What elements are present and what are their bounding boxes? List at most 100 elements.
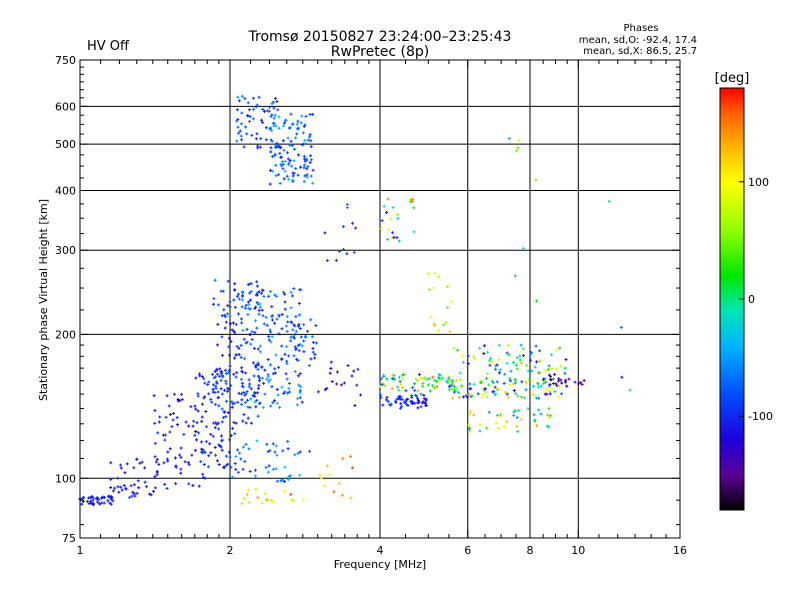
data-point xyxy=(220,439,224,443)
data-point xyxy=(271,121,275,125)
data-point xyxy=(224,320,228,324)
data-point xyxy=(280,312,284,316)
data-point xyxy=(452,384,456,388)
data-point xyxy=(253,319,257,323)
data-point xyxy=(288,126,292,130)
data-point xyxy=(498,368,502,372)
data-point xyxy=(493,393,497,397)
data-point xyxy=(125,462,129,466)
data-point xyxy=(268,448,272,452)
data-point xyxy=(492,390,496,394)
data-point xyxy=(288,158,292,162)
data-point xyxy=(281,163,285,167)
data-point xyxy=(236,95,240,99)
data-point xyxy=(342,381,346,385)
data-point xyxy=(263,368,267,372)
data-point xyxy=(270,305,274,309)
data-point xyxy=(238,451,242,455)
data-point xyxy=(466,393,470,397)
data-point xyxy=(550,387,554,391)
data-point xyxy=(401,373,405,377)
data-point xyxy=(89,501,93,505)
data-point xyxy=(555,367,559,371)
data-point xyxy=(311,350,315,354)
data-point xyxy=(267,464,271,468)
data-point xyxy=(203,451,207,455)
data-point xyxy=(392,378,396,382)
data-point xyxy=(253,330,257,334)
data-point xyxy=(582,379,586,383)
data-point xyxy=(277,332,281,336)
data-point xyxy=(221,416,225,420)
data-point xyxy=(427,288,431,292)
data-point xyxy=(82,495,86,499)
data-point xyxy=(255,495,259,499)
data-point xyxy=(228,455,232,459)
data-point xyxy=(460,354,464,358)
data-point xyxy=(261,289,265,293)
data-point xyxy=(302,180,306,184)
data-point xyxy=(135,457,139,461)
y-axis-label: Stationary phase Virtual Height [km] xyxy=(37,199,50,401)
data-point xyxy=(345,202,349,206)
data-point xyxy=(213,445,217,449)
data-point xyxy=(508,379,512,383)
data-point xyxy=(286,136,290,140)
data-point xyxy=(233,432,237,436)
data-point xyxy=(281,478,285,482)
data-point xyxy=(170,425,174,429)
data-point xyxy=(508,377,512,381)
data-point xyxy=(447,377,451,381)
data-point xyxy=(446,305,450,309)
data-point xyxy=(254,487,258,491)
data-point xyxy=(508,383,512,387)
data-point xyxy=(187,463,191,467)
data-point xyxy=(258,401,262,405)
data-point xyxy=(294,136,298,140)
data-point xyxy=(275,453,279,457)
data-point xyxy=(268,182,272,186)
data-point xyxy=(277,365,281,369)
data-point xyxy=(231,475,235,479)
data-point xyxy=(109,461,113,465)
data-point xyxy=(176,423,180,427)
data-point xyxy=(292,354,296,358)
data-point xyxy=(282,148,286,152)
data-point xyxy=(548,389,552,393)
data-point xyxy=(216,390,220,394)
data-point xyxy=(269,150,273,154)
data-point xyxy=(239,457,243,461)
data-point xyxy=(184,420,188,424)
data-point xyxy=(277,173,281,177)
data-point xyxy=(149,493,153,497)
data-point xyxy=(202,462,206,466)
data-point xyxy=(109,477,113,481)
data-point xyxy=(413,382,417,386)
data-point xyxy=(233,331,237,335)
data-point xyxy=(179,471,183,475)
data-point xyxy=(178,453,182,457)
data-point xyxy=(270,335,274,339)
data-point xyxy=(507,396,511,400)
data-point xyxy=(382,204,386,208)
data-point xyxy=(247,303,251,307)
data-point xyxy=(251,361,255,365)
data-point xyxy=(451,396,455,400)
data-point xyxy=(380,383,384,387)
data-point xyxy=(220,448,224,452)
data-point xyxy=(302,157,306,161)
data-point xyxy=(233,305,237,309)
data-point xyxy=(309,154,313,158)
data-point xyxy=(224,454,228,458)
data-point xyxy=(285,377,289,381)
data-point xyxy=(187,482,191,486)
colorbar-tick-label: -100 xyxy=(748,410,773,423)
data-point xyxy=(426,383,430,387)
data-point xyxy=(200,415,204,419)
data-point xyxy=(519,417,523,421)
chart-title: Tromsø 20150827 23:24:00–23:25:43 xyxy=(248,29,512,45)
data-point xyxy=(299,121,303,125)
data-point xyxy=(193,433,197,437)
data-point xyxy=(418,376,422,380)
